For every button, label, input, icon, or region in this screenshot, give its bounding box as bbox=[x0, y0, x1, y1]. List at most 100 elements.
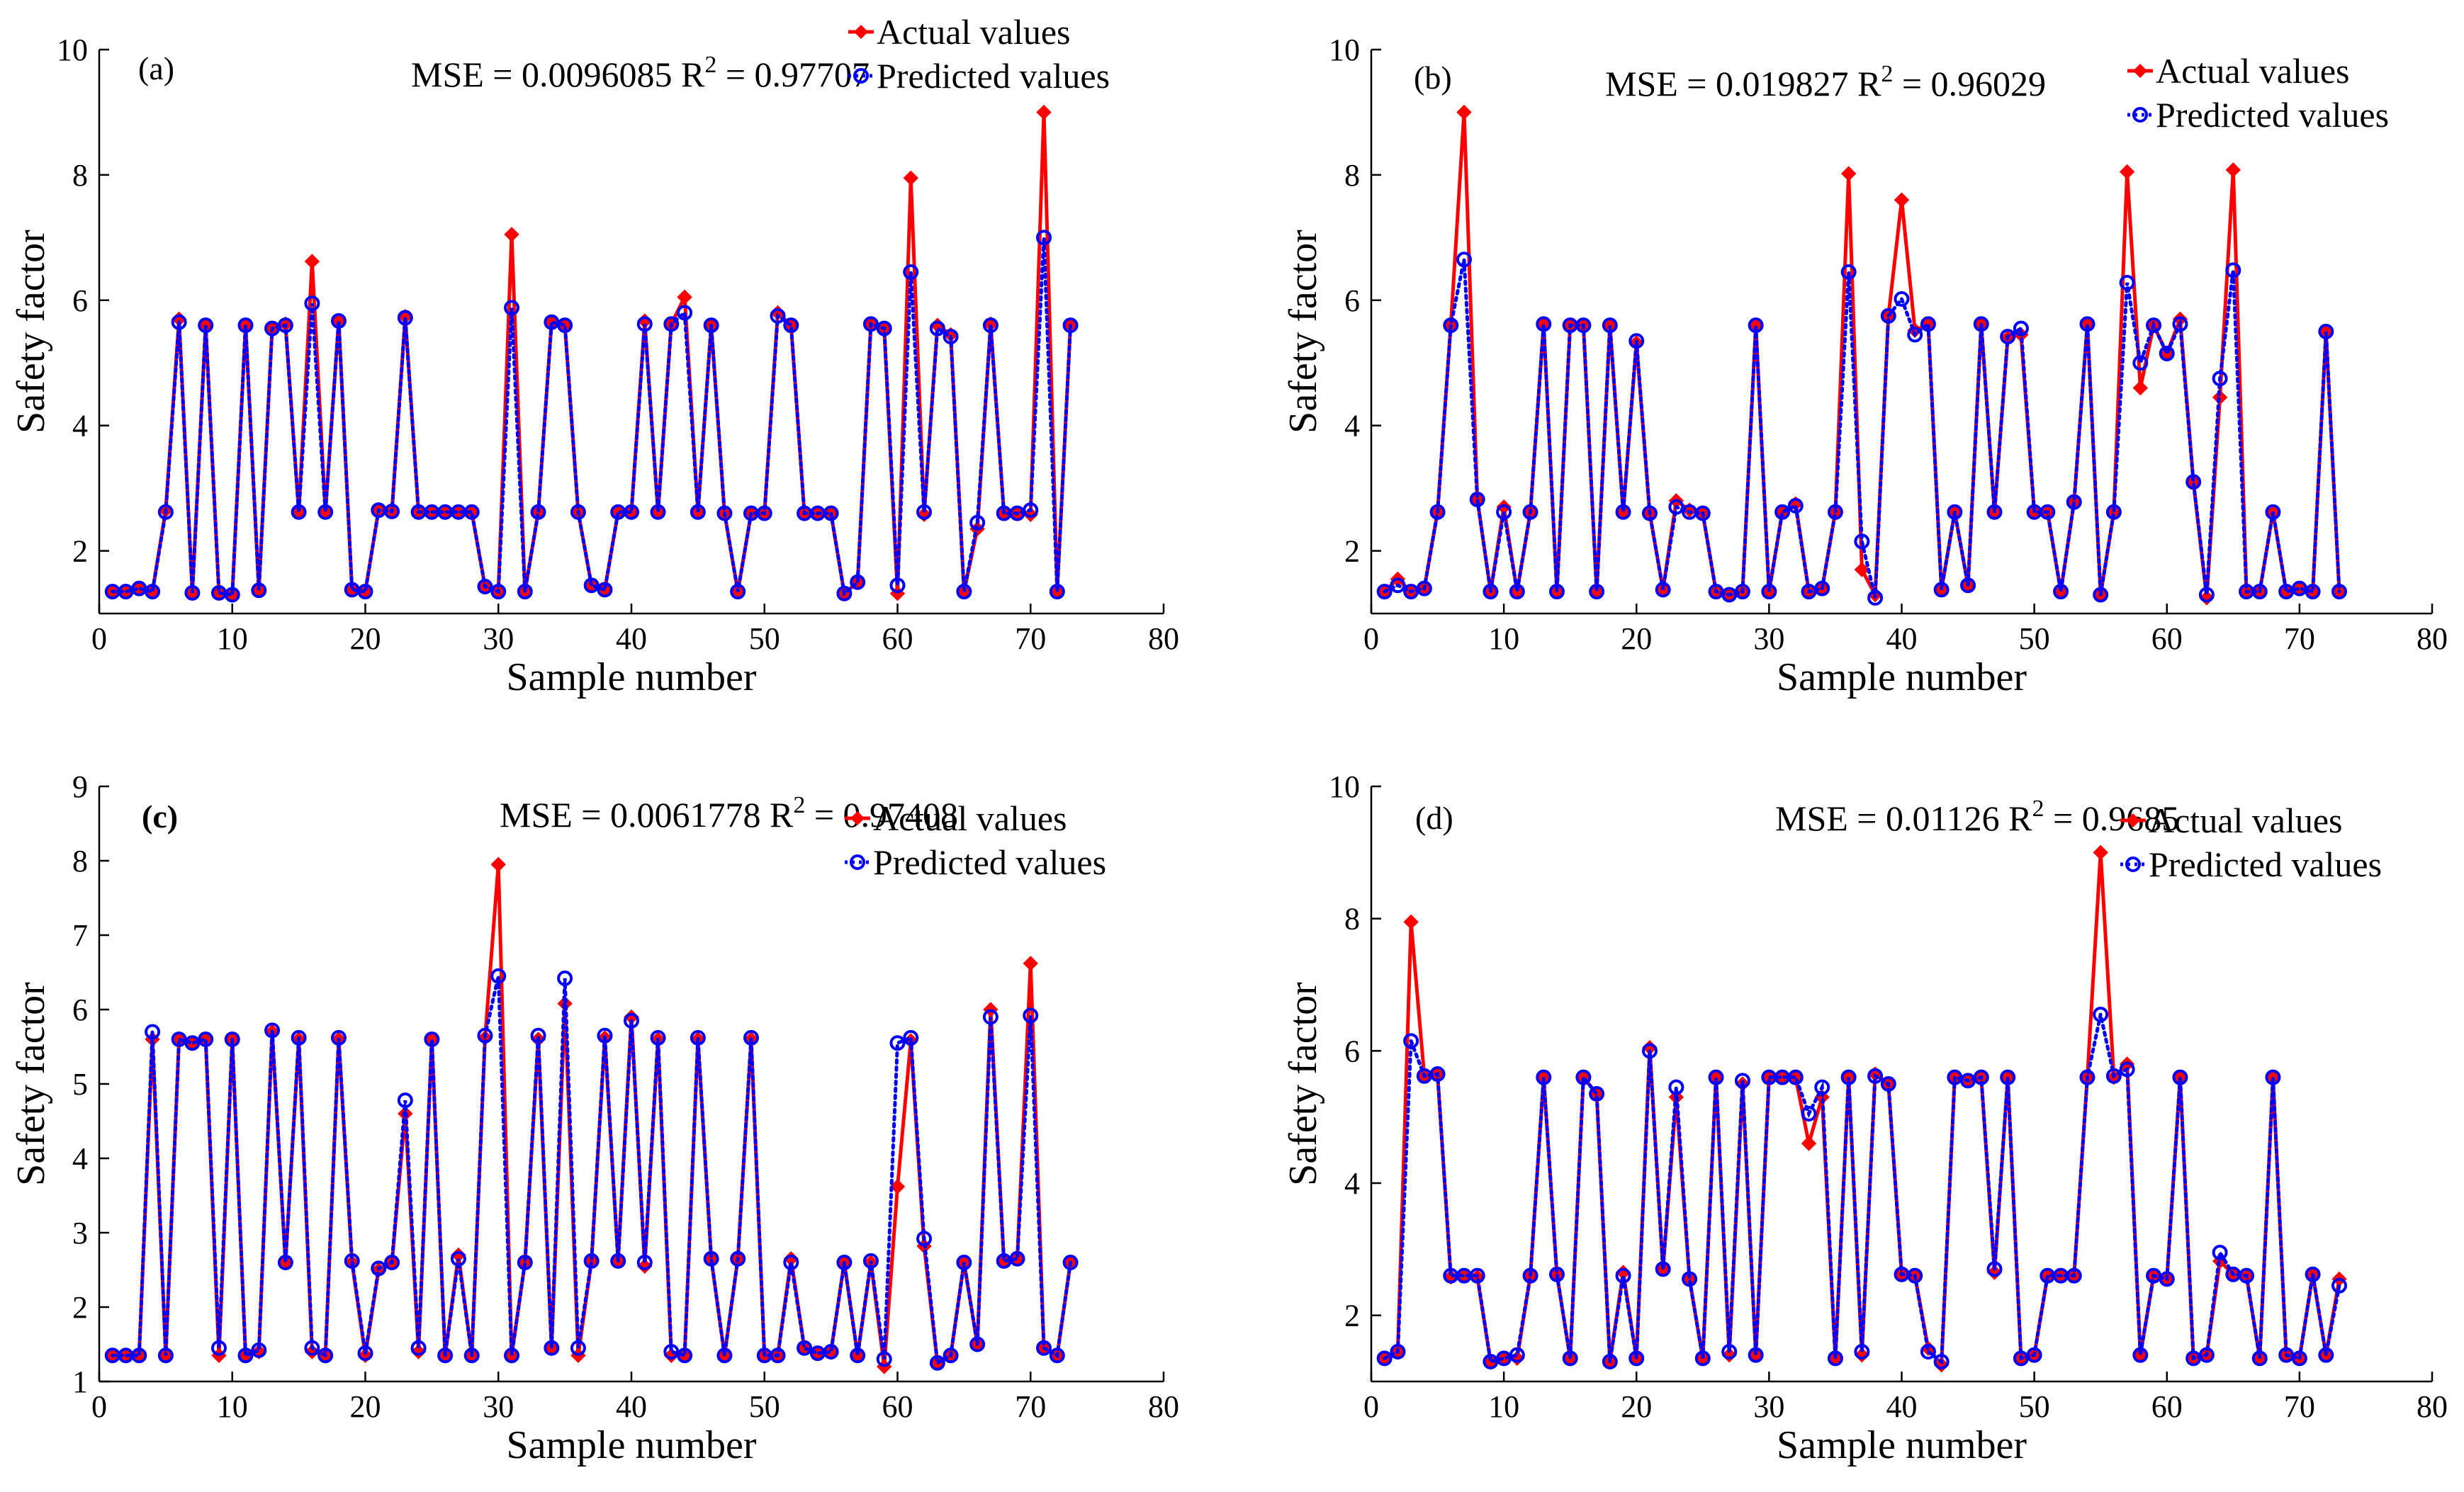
predicted-value-marker bbox=[530, 504, 546, 520]
predicted-value-marker bbox=[850, 574, 866, 590]
predicted-value-marker bbox=[982, 317, 998, 334]
predicted-value-marker bbox=[544, 1340, 560, 1356]
predicted-value-marker bbox=[410, 1340, 427, 1356]
predicted-value-marker bbox=[157, 504, 174, 520]
predicted-value-marker bbox=[597, 1027, 613, 1044]
predicted-value-marker bbox=[1787, 1069, 1804, 1085]
predicted-value-marker bbox=[2105, 504, 2122, 520]
predicted-value-marker bbox=[1694, 1350, 1711, 1367]
x-tick-label: 10 bbox=[1488, 1389, 1519, 1424]
x-tick-label: 70 bbox=[2284, 1389, 2315, 1424]
predicted-value-marker bbox=[2093, 1007, 2109, 1022]
predicted-value-marker bbox=[2185, 474, 2202, 490]
y-tick-label: 6 bbox=[1344, 1034, 1360, 1068]
predicted-value-marker bbox=[1787, 497, 1804, 514]
predicted-value-marker bbox=[663, 1344, 680, 1360]
x-tick-label: 50 bbox=[749, 621, 780, 656]
panel-label: (c) bbox=[142, 798, 178, 835]
predicted-value-marker bbox=[2079, 316, 2095, 332]
y-axis-label: Safety factor bbox=[9, 982, 53, 1186]
actual-value-marker bbox=[1854, 562, 1870, 577]
predicted-value-marker bbox=[1548, 1266, 1565, 1282]
x-tick-label: 10 bbox=[217, 1389, 248, 1424]
predicted-value-marker bbox=[224, 1032, 240, 1047]
mse-r2-annotation: MSE = 0.0061778 R2 = 0.97408 bbox=[500, 792, 958, 835]
mse-r2-annotation: MSE = 0.0096085 R2 = 0.97707 bbox=[411, 52, 870, 94]
predicted-value-marker bbox=[1827, 1350, 1843, 1367]
predicted-value-marker bbox=[1522, 504, 1538, 520]
predicted-value-marker bbox=[943, 329, 959, 345]
predicted-value-marker bbox=[783, 317, 799, 334]
x-tick-label: 60 bbox=[2151, 621, 2183, 656]
predicted-value-marker bbox=[876, 1351, 892, 1367]
predicted-value-marker bbox=[2212, 1245, 2228, 1260]
y-tick-label: 4 bbox=[72, 1141, 88, 1176]
x-tick-label: 10 bbox=[217, 621, 248, 656]
predicted-value-marker bbox=[1668, 499, 1684, 515]
actual-value-marker bbox=[916, 507, 932, 522]
actual-value-marker bbox=[677, 289, 692, 305]
predicted-value-marker bbox=[131, 1347, 147, 1364]
predicted-value-marker bbox=[1721, 1344, 1738, 1360]
predicted-value-marker bbox=[330, 1029, 347, 1046]
predicted-value-marker bbox=[2159, 345, 2175, 361]
y-tick-label: 2 bbox=[72, 534, 88, 569]
predicted-value-marker bbox=[1536, 1069, 1552, 1085]
x-tick-label: 60 bbox=[882, 621, 913, 656]
predicted-value-marker bbox=[969, 1336, 986, 1352]
predicted-value-marker bbox=[184, 584, 201, 601]
predicted-value-marker bbox=[2265, 504, 2281, 520]
x-tick-label: 20 bbox=[350, 621, 381, 656]
mse-r2-annotation: MSE = 0.01126 R2 = 0.9685 bbox=[1775, 796, 2179, 838]
actual-value-marker bbox=[490, 857, 506, 872]
predicted-value-marker bbox=[504, 300, 520, 316]
predicted-value-marker bbox=[610, 1253, 626, 1269]
predicted-value-marker bbox=[636, 1255, 653, 1270]
y-tick-label: 6 bbox=[72, 283, 88, 318]
predicted-value-marker bbox=[198, 1032, 214, 1047]
predicted-value-marker bbox=[716, 1347, 733, 1364]
predicted-value-marker bbox=[2159, 1271, 2175, 1287]
predicted-value-marker bbox=[463, 1347, 480, 1364]
actual-value-marker bbox=[304, 254, 320, 269]
predicted-value-marker bbox=[224, 587, 240, 603]
predicted-value-marker bbox=[1562, 1350, 1578, 1367]
predicted-value-marker bbox=[1641, 1043, 1658, 1059]
predicted-value-marker bbox=[903, 264, 919, 280]
predicted-value-marker bbox=[384, 1255, 400, 1270]
x-tick-label: 30 bbox=[1753, 621, 1784, 656]
mse-r2-annotation: MSE = 0.019827 R2 = 0.96029 bbox=[1605, 61, 2046, 103]
predicted-value-marker bbox=[2331, 1277, 2348, 1294]
actual-value-marker bbox=[1840, 166, 1857, 181]
legend-actual-marker bbox=[850, 811, 865, 825]
actual-value-marker bbox=[1403, 914, 1419, 930]
predicted-value-marker bbox=[397, 310, 413, 326]
predicted-value-marker bbox=[1522, 1267, 1538, 1284]
predicted-value-marker bbox=[1509, 1347, 1525, 1363]
y-axis-label: Safety factor bbox=[1281, 982, 1325, 1186]
predicted-value-marker bbox=[504, 1347, 520, 1364]
panel-label: (b) bbox=[1414, 60, 1452, 96]
predicted-value-marker bbox=[636, 316, 653, 332]
chart-panel-d: 0 10 20 30 40 50 60 70 80 2 4 6 8 10 Sample number Safe… bbox=[1281, 769, 2448, 1467]
predicted-value-marker bbox=[1947, 504, 1963, 520]
actual-value-marker bbox=[504, 227, 519, 242]
predicted-value-marker bbox=[836, 585, 853, 601]
panel-label: (a) bbox=[138, 50, 174, 86]
predicted-value-marker bbox=[889, 1035, 906, 1051]
predicted-value-marker bbox=[690, 504, 706, 520]
predicted-value-marker bbox=[557, 970, 573, 986]
predicted-value-marker bbox=[1036, 1340, 1052, 1356]
predicted-value-marker bbox=[2251, 584, 2268, 600]
legend: Actual values Predicted values bbox=[2120, 801, 2382, 884]
predicted-value-marker bbox=[317, 504, 334, 520]
predicted-value-marker bbox=[1894, 291, 1910, 307]
predicted-value-marker bbox=[2079, 1069, 2095, 1085]
x-tick-label: 0 bbox=[1363, 621, 1379, 656]
predicted-value-marker bbox=[943, 1347, 959, 1364]
predicted-value-marker bbox=[1062, 1255, 1079, 1270]
y-tick-label: 10 bbox=[1329, 33, 1360, 67]
predicted-value-marker bbox=[876, 320, 892, 337]
predicted-value-marker bbox=[2066, 1267, 2082, 1284]
predicted-value-marker bbox=[1575, 317, 1592, 334]
